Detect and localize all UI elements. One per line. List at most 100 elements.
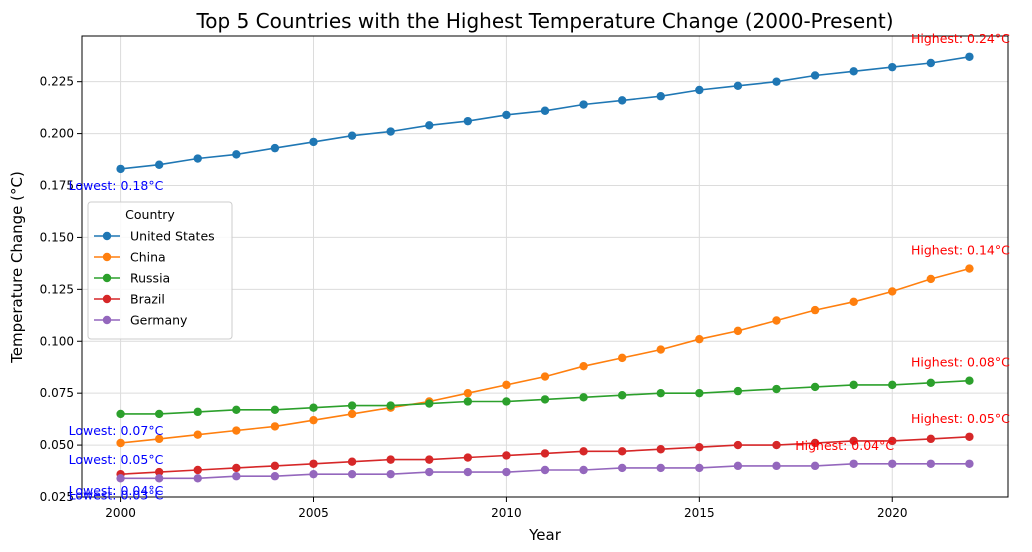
data-point [965, 264, 974, 273]
data-point [849, 380, 858, 390]
data-point [579, 361, 588, 371]
data-point [309, 415, 318, 425]
series-layer [116, 52, 974, 483]
data-point [772, 384, 781, 394]
data-point [463, 467, 473, 477]
data-point [926, 434, 936, 444]
data-point [965, 459, 974, 468]
y-tick-label: 0.050 [40, 438, 74, 452]
highest-annotation: Highest: 0.24°C [911, 31, 1010, 46]
y-tick-label: 0.175 [40, 179, 74, 193]
data-point [888, 459, 897, 468]
x-tick-label: 2010 [491, 506, 522, 520]
data-point [386, 455, 395, 464]
data-point [347, 401, 357, 410]
data-point [772, 461, 781, 471]
x-axis-label: Year [528, 526, 562, 544]
legend-entry-label: Germany [130, 313, 188, 328]
legend-entry-label: China [130, 250, 166, 265]
data-point [810, 305, 820, 315]
y-tick-label: 0.150 [40, 230, 74, 244]
data-point [965, 376, 974, 385]
data-point [810, 382, 820, 392]
data-point [463, 397, 473, 406]
data-point [154, 467, 164, 477]
y-tick-label: 0.200 [40, 127, 74, 141]
data-point [695, 442, 704, 452]
data-point [888, 436, 897, 446]
legend-swatch-marker [102, 252, 112, 262]
data-point [965, 52, 974, 61]
data-point [232, 463, 241, 473]
data-point [154, 434, 164, 444]
data-point [656, 92, 665, 101]
data-point [232, 150, 241, 159]
data-point [502, 451, 511, 460]
legend-entry-label: Russia [130, 271, 170, 286]
data-point [309, 137, 318, 147]
legend-title: Country [125, 207, 175, 222]
annotation-layer: Lowest: 0.18°C Highest: 0.24°C Lowest: 0.0… [69, 31, 1011, 503]
y-tick-label: 0.225 [40, 75, 74, 89]
y-tick-label: 0.125 [40, 282, 74, 296]
data-point [540, 449, 550, 458]
data-point [656, 345, 665, 354]
lowest-annotation: Lowest: 0.18°C [69, 178, 164, 193]
data-point [309, 403, 318, 412]
data-point [540, 395, 550, 404]
data-point [617, 463, 627, 473]
data-point [193, 430, 202, 439]
data-point [772, 440, 781, 450]
lowest-annotation: Lowest: 0.04°C [69, 483, 164, 498]
data-point [849, 67, 858, 76]
data-point [926, 459, 936, 468]
legend-entry-label: Brazil [130, 292, 165, 307]
data-point [386, 469, 395, 479]
data-point [193, 465, 202, 475]
data-point [579, 393, 588, 402]
data-point [502, 397, 511, 406]
data-point [154, 474, 164, 483]
data-point [347, 469, 357, 479]
data-point [309, 469, 318, 479]
data-point [965, 432, 974, 441]
legend-swatch-marker [102, 273, 112, 283]
data-point [733, 440, 743, 450]
axes-layer: 2000 2005 2010 2015 2020 0.025 0.050 0.075 0.100… [40, 35, 1009, 520]
data-point [926, 58, 936, 68]
data-point [695, 463, 704, 473]
data-point [540, 372, 550, 381]
data-point [695, 334, 704, 344]
data-point [116, 474, 125, 483]
legend-swatch-marker [102, 294, 112, 304]
data-point [579, 447, 588, 456]
x-tick-label: 2015 [684, 506, 715, 520]
data-point [463, 116, 473, 126]
lowest-annotation: Lowest: 0.07°C [69, 423, 164, 438]
data-point [116, 409, 125, 419]
x-tick-label: 2005 [298, 506, 329, 520]
legend-swatch-marker [102, 315, 112, 325]
data-point [733, 81, 743, 91]
data-point [695, 85, 704, 95]
data-point [926, 274, 936, 284]
chart-title: Top 5 Countries with the Highest Tempera… [195, 9, 893, 33]
legend-swatch-marker [102, 231, 112, 241]
data-point [502, 467, 511, 477]
data-point [695, 388, 704, 398]
data-point [888, 380, 897, 390]
data-point [617, 353, 627, 363]
data-point [656, 445, 665, 454]
data-point [270, 143, 280, 153]
data-point [154, 160, 164, 169]
data-point [849, 297, 858, 307]
data-point [810, 438, 820, 448]
plot-frame [81, 35, 1009, 498]
data-point [502, 380, 511, 390]
data-point [270, 405, 280, 414]
data-point [154, 409, 164, 419]
data-point [425, 121, 434, 130]
data-point [270, 422, 280, 431]
data-point [926, 378, 936, 387]
